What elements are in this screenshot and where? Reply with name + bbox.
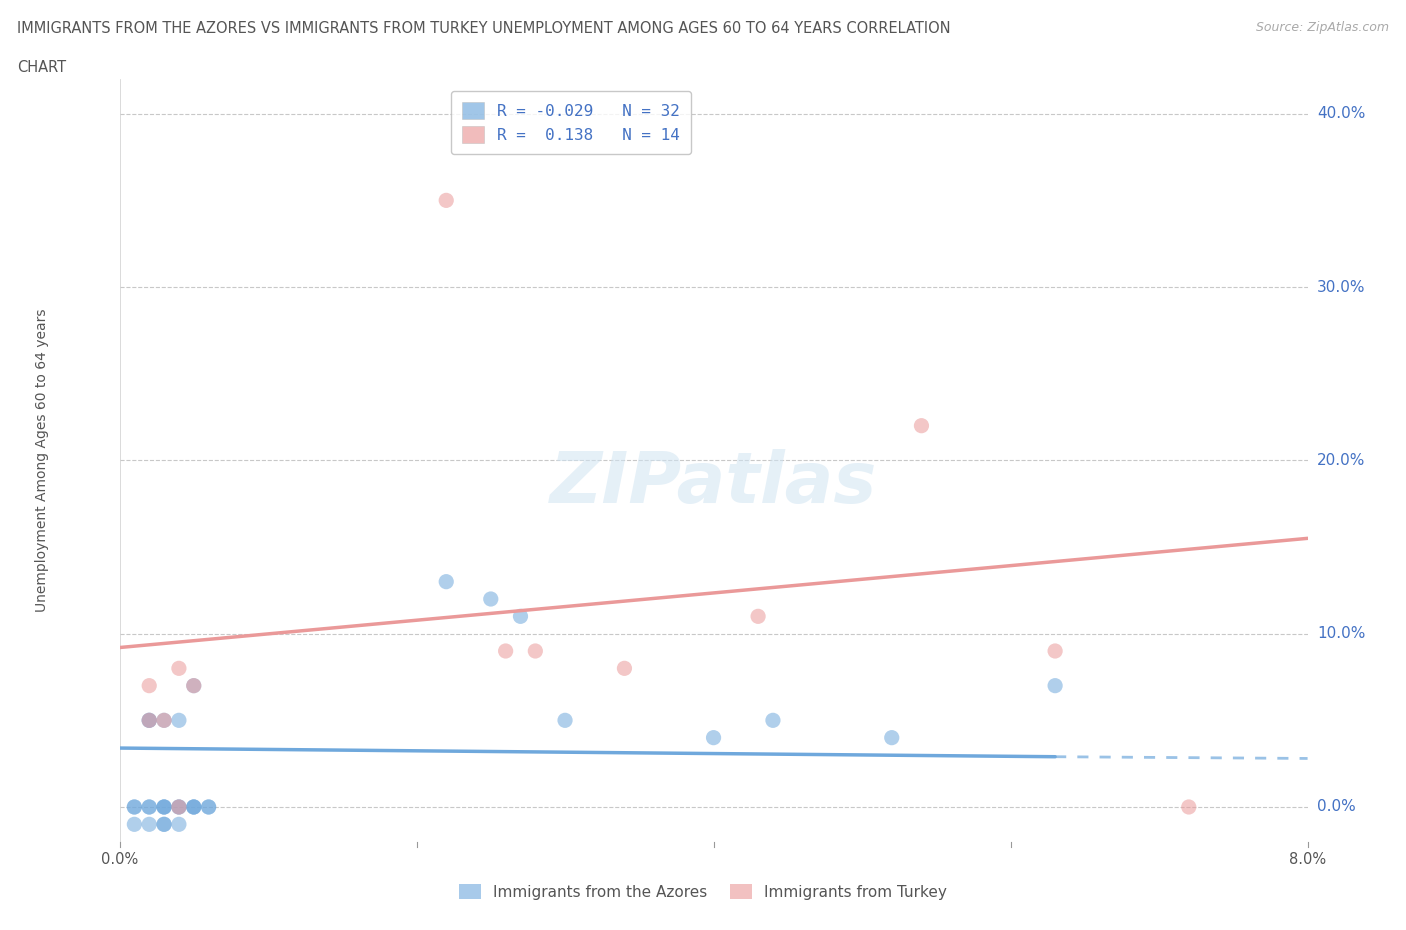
Point <box>1178 800 1201 815</box>
Text: 10.0%: 10.0% <box>1317 626 1365 641</box>
Point <box>880 730 903 745</box>
Point <box>167 800 190 815</box>
Text: IMMIGRANTS FROM THE AZORES VS IMMIGRANTS FROM TURKEY UNEMPLOYMENT AMONG AGES 60 : IMMIGRANTS FROM THE AZORES VS IMMIGRANTS… <box>17 21 950 36</box>
Text: 20.0%: 20.0% <box>1317 453 1365 468</box>
Point <box>124 817 146 831</box>
Point <box>153 800 176 815</box>
Point <box>183 800 205 815</box>
Text: Unemployment Among Ages 60 to 64 years: Unemployment Among Ages 60 to 64 years <box>35 309 49 612</box>
Point <box>183 800 205 815</box>
Point <box>1043 644 1066 658</box>
Text: 0.0%: 0.0% <box>1317 800 1355 815</box>
Point <box>153 800 176 815</box>
Point <box>153 713 176 728</box>
Point <box>153 817 176 831</box>
Point <box>138 713 160 728</box>
Text: 8.0%: 8.0% <box>1289 852 1326 867</box>
Legend: R = -0.029   N = 32, R =  0.138   N = 14: R = -0.029 N = 32, R = 0.138 N = 14 <box>451 91 692 154</box>
Point <box>495 644 517 658</box>
Point <box>183 800 205 815</box>
Point <box>183 678 205 693</box>
Point <box>197 800 219 815</box>
Point <box>1043 678 1066 693</box>
Text: CHART: CHART <box>17 60 66 75</box>
Point <box>167 800 190 815</box>
Legend: Immigrants from the Azores, Immigrants from Turkey: Immigrants from the Azores, Immigrants f… <box>453 878 953 906</box>
Point <box>434 193 457 207</box>
Point <box>153 817 176 831</box>
Point <box>124 800 146 815</box>
Point <box>702 730 725 745</box>
Text: ZIPatlas: ZIPatlas <box>550 449 877 518</box>
Point <box>434 574 457 589</box>
Point <box>167 817 190 831</box>
Point <box>138 800 160 815</box>
Point <box>509 609 531 624</box>
Point <box>479 591 502 606</box>
Point <box>138 713 160 728</box>
Point <box>138 713 160 728</box>
Point <box>197 800 219 815</box>
Point <box>613 661 636 676</box>
Point <box>747 609 769 624</box>
Point <box>524 644 547 658</box>
Point <box>138 800 160 815</box>
Point <box>153 800 176 815</box>
Text: 40.0%: 40.0% <box>1317 106 1365 121</box>
Point <box>183 678 205 693</box>
Point <box>167 661 190 676</box>
Text: Source: ZipAtlas.com: Source: ZipAtlas.com <box>1256 21 1389 34</box>
Point <box>153 713 176 728</box>
Point <box>138 678 160 693</box>
Point <box>762 713 785 728</box>
Point <box>138 817 160 831</box>
Point <box>910 418 932 433</box>
Text: 30.0%: 30.0% <box>1317 280 1365 295</box>
Point <box>167 713 190 728</box>
Point <box>167 800 190 815</box>
Text: 0.0%: 0.0% <box>101 852 138 867</box>
Point <box>554 713 576 728</box>
Point <box>124 800 146 815</box>
